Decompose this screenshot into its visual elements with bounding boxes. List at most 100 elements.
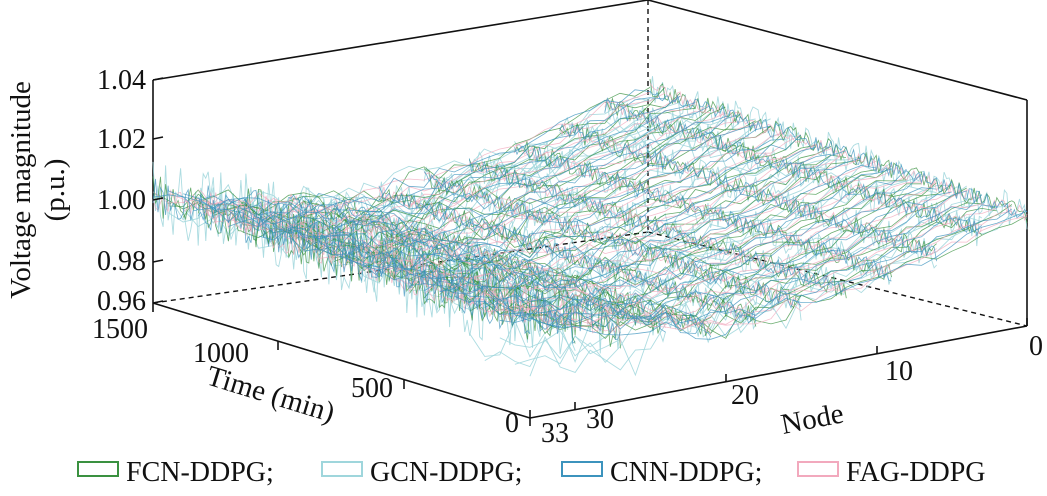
- time-tick-label-2: 500: [351, 373, 393, 404]
- legend-label-cnn: CNN-DDPG;: [610, 457, 762, 488]
- mesh-line: [394, 168, 892, 289]
- mesh-line: [378, 185, 757, 324]
- mesh-line: [152, 87, 651, 215]
- mesh-line: [228, 118, 726, 248]
- mesh-line: [514, 210, 1012, 330]
- mesh-line: [243, 113, 741, 244]
- mesh-line: [469, 190, 967, 320]
- mesh-line: [649, 90, 1028, 219]
- z-tick-4: [152, 77, 164, 81]
- z-tick-label-1: 0.98: [97, 246, 146, 277]
- mesh-line: [484, 194, 983, 322]
- z-tick-3: [152, 136, 164, 140]
- z-axis: 0.96 0.98 1.00 1.02 1.04: [97, 65, 164, 317]
- mesh-line: [378, 165, 877, 290]
- mesh-line: [499, 207, 997, 326]
- mesh-line: [363, 157, 862, 284]
- node-tick-label-2: 20: [731, 380, 759, 411]
- mesh-line: [604, 97, 983, 236]
- z-tick-label-2: 1.00: [97, 185, 146, 216]
- mesh-line: [167, 97, 666, 216]
- mesh-line: [469, 185, 967, 364]
- surface-mesh: [152, 76, 1028, 377]
- z-axis-title: Voltage magnitude (p.u.): [5, 81, 71, 299]
- legend-swatch-gcn: [321, 461, 363, 477]
- legend-label-fag: FAG-DDPG: [846, 457, 986, 488]
- z-tick-2: [152, 197, 164, 201]
- floor-edge-time: [152, 302, 531, 419]
- mesh-line: [409, 176, 907, 296]
- mesh-line: [228, 116, 726, 238]
- mesh-line: [228, 112, 726, 236]
- node-tick-label-0: 33: [541, 418, 569, 449]
- mesh-line: [529, 216, 1028, 332]
- legend-item-fag: FAG-DDPG: [797, 457, 986, 488]
- mesh-line: [529, 212, 1028, 377]
- node-tick-label-3: 10: [885, 356, 913, 387]
- node-tick-label-4: 0: [1029, 331, 1043, 362]
- mesh-line: [303, 134, 802, 263]
- mesh-line: [152, 89, 651, 213]
- mesh-line: [273, 125, 771, 252]
- z-tick-0: [152, 300, 164, 304]
- time-tick-label-3: 0: [505, 408, 519, 439]
- mesh-line: [288, 192, 666, 343]
- mesh-line: [423, 171, 802, 309]
- floor-dashed-left: [152, 231, 649, 304]
- mesh-line: [318, 145, 817, 265]
- floor-edge-node: [529, 325, 1028, 419]
- legend-item-gcn: GCN-DDPG;: [321, 457, 522, 488]
- legend-item-fcn: FCN-DDPG;: [77, 457, 274, 488]
- back-top-edge-left: [152, 0, 649, 81]
- node-tick-label-1: 30: [586, 404, 614, 435]
- mesh-line: [303, 134, 801, 260]
- z-tick-label-4: 1.04: [97, 65, 146, 96]
- time-tick-label-0: 1500: [92, 314, 148, 345]
- z-tick-label-3: 1.02: [97, 124, 146, 155]
- mesh-line: [378, 181, 757, 331]
- mesh-line: [424, 183, 922, 304]
- legend-label-gcn: GCN-DDPG;: [370, 457, 522, 488]
- legend-swatch-fag: [797, 461, 839, 477]
- mesh-line: [333, 200, 712, 337]
- mesh-line: [559, 123, 937, 262]
- mesh-line: [258, 124, 756, 248]
- time-tick-label-1: 1000: [193, 338, 249, 369]
- z-axis-title-line2: (p.u.): [39, 159, 71, 222]
- mesh-line: [288, 138, 786, 259]
- mesh-line: [288, 193, 666, 328]
- mesh-line: [649, 76, 1028, 230]
- legend-item-cnn: CNN-DDPG;: [561, 457, 762, 488]
- z-tick-1: [152, 259, 164, 263]
- legend-swatch-fcn: [77, 461, 119, 477]
- mesh-line: [198, 102, 696, 227]
- mesh-series-cnnddpg: [152, 89, 1028, 344]
- mesh-line: [468, 158, 847, 293]
- mesh-line: [288, 194, 666, 333]
- mesh-line: [604, 98, 983, 235]
- mesh-line: [454, 191, 952, 315]
- mesh-line: [152, 92, 651, 212]
- mesh-line: [333, 198, 712, 336]
- mesh-line: [333, 153, 832, 271]
- z-tick-label-0: 0.96: [97, 286, 146, 317]
- mesh-line: [604, 102, 983, 247]
- mesh-line: [514, 208, 1013, 334]
- node-axis: 33 30 20 10 0 Node: [529, 318, 1043, 449]
- node-axis-title: Node: [778, 397, 846, 440]
- mesh-line: [393, 162, 892, 305]
- mesh-line: [197, 185, 576, 344]
- mesh-line: [152, 189, 531, 325]
- mesh-line: [243, 189, 621, 341]
- mesh-line: [243, 121, 741, 240]
- mesh-line: [559, 122, 937, 256]
- legend-label-fcn: FCN-DDPG;: [126, 457, 274, 488]
- mesh-line: [469, 160, 847, 294]
- legend-swatch-cnn: [561, 461, 603, 477]
- mesh-line: [514, 141, 892, 281]
- back-top-edge-right: [647, 0, 1028, 101]
- z-axis-title-line1: Voltage magnitude: [5, 81, 37, 299]
- mesh-line: [649, 78, 1028, 224]
- mesh-line: [604, 97, 983, 237]
